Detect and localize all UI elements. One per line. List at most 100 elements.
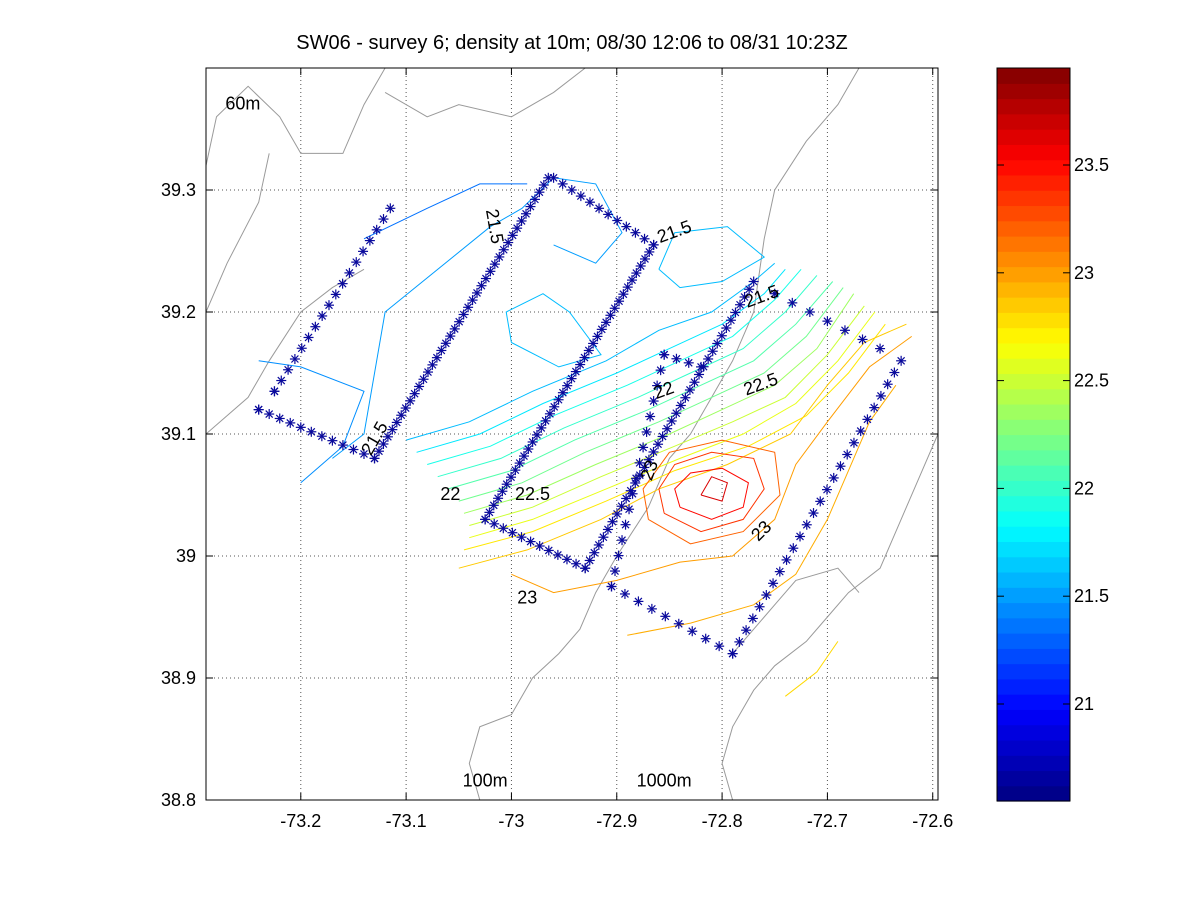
station-marker-stroke	[535, 542, 544, 550]
station-marker-204	[741, 625, 752, 636]
station-marker-139	[593, 539, 604, 550]
station-marker-55	[472, 287, 483, 298]
colorbar-tick-label-0: 21	[1074, 694, 1094, 714]
station-marker-stroke	[265, 410, 274, 418]
station-marker-stroke	[769, 579, 777, 588]
station-marker-stroke	[415, 382, 424, 391]
station-marker-109	[540, 415, 551, 426]
station-marker-stroke	[490, 519, 499, 528]
station-marker-stroke	[742, 626, 751, 635]
x-tick-label-3: -72.9	[596, 811, 637, 831]
station-marker-stroke	[581, 564, 590, 573]
station-marker-stroke	[610, 304, 619, 313]
station-marker-stroke	[545, 409, 554, 418]
y-tick-label-5: 39.3	[161, 180, 196, 200]
station-marker-stroke	[647, 604, 656, 613]
contour-line-12	[469, 305, 865, 526]
station-marker-stroke	[517, 533, 526, 542]
station-marker-stroke	[770, 289, 779, 298]
station-marker-85	[644, 246, 655, 257]
x-tick-label-2: -73	[498, 811, 524, 831]
station-marker-stroke	[649, 448, 658, 456]
isobath-4	[468, 68, 860, 800]
station-marker-stroke	[602, 318, 611, 327]
station-marker-194	[808, 508, 819, 519]
depth-labels: 60m 100m 1000m	[225, 93, 691, 790]
station-marker-127	[507, 527, 518, 538]
x-axis-ticks: -73.2 -73.1 -73 -72.9 -72.8 -72.7 -72.6	[280, 68, 953, 831]
station-marker-stroke	[876, 392, 885, 400]
station-marker-stroke	[883, 380, 892, 389]
colorbar-band-21	[997, 465, 1070, 481]
station-marker-stroke	[890, 368, 899, 377]
station-marker-stroke	[715, 642, 724, 651]
station-marker-14	[289, 354, 300, 365]
station-marker-stroke	[823, 485, 831, 494]
station-marker-3	[364, 235, 375, 246]
contour-label-10: 23	[517, 587, 537, 607]
station-marker-stroke	[802, 520, 811, 529]
contour-line-14	[463, 323, 886, 551]
station-marker-stroke	[731, 308, 740, 317]
station-marker-30	[358, 448, 369, 459]
station-marker-stroke	[870, 403, 879, 412]
station-marker-stroke	[549, 173, 558, 182]
station-marker-stroke	[459, 310, 468, 319]
station-marker-73	[557, 178, 568, 189]
station-marker-191	[828, 472, 839, 483]
station-marker-143	[612, 508, 623, 519]
station-marker-101	[575, 359, 586, 370]
station-marker-stroke	[504, 238, 513, 247]
station-marker-32	[369, 453, 380, 464]
station-marker-142	[607, 516, 618, 527]
colorbar-band-18	[997, 510, 1070, 527]
station-marker-stroke	[499, 524, 508, 533]
station-marker-stroke	[789, 544, 798, 553]
station-marker-stroke	[701, 634, 710, 643]
station-marker-36	[387, 424, 398, 435]
station-marker-stroke	[755, 602, 764, 611]
station-marker-stroke	[297, 344, 306, 353]
station-marker-stroke	[639, 443, 648, 452]
station-marker-stroke	[690, 378, 699, 387]
station-marker-199	[774, 566, 785, 577]
station-marker-stroke	[410, 389, 419, 398]
station-marker-197	[788, 543, 799, 554]
station-marker-41	[409, 388, 420, 399]
station-marker-112	[527, 436, 538, 447]
station-marker-stroke	[816, 497, 825, 506]
station-marker-177	[822, 316, 833, 327]
station-marker-stroke	[681, 393, 690, 402]
station-marker-68	[529, 194, 540, 205]
station-marker-stroke	[304, 333, 313, 342]
station-marker-138	[589, 547, 600, 558]
station-marker-stroke	[604, 525, 612, 534]
station-marker-114	[518, 451, 529, 462]
colorbar-band-27	[997, 373, 1070, 390]
station-marker-64	[512, 223, 523, 234]
station-marker-stroke	[539, 181, 548, 189]
station-marker-80	[621, 221, 632, 232]
station-marker-stroke	[749, 277, 758, 286]
station-marker-42	[414, 381, 425, 392]
y-tick-label-1: 38.9	[161, 668, 196, 688]
station-marker-stroke	[641, 255, 649, 263]
station-marker-stroke	[656, 366, 665, 375]
colorbar-band-10	[997, 633, 1070, 649]
station-marker-37	[391, 417, 402, 428]
station-marker-125	[489, 518, 500, 529]
station-marker-33	[373, 446, 384, 457]
colorbar-band-15	[997, 556, 1070, 573]
colorbar-tick-label-2: 22	[1074, 478, 1094, 498]
station-marker-154	[662, 423, 673, 434]
station-marker-stroke	[338, 441, 347, 450]
station-marker-213	[646, 603, 657, 614]
station-marker-stroke	[290, 355, 299, 363]
station-marker-215	[619, 588, 630, 599]
station-marker-stroke	[522, 209, 530, 218]
station-marker-18	[269, 386, 280, 397]
station-marker-102	[570, 366, 581, 377]
station-marker-152	[653, 439, 664, 450]
station-marker-stroke	[307, 427, 316, 436]
station-marker-70	[538, 179, 549, 190]
